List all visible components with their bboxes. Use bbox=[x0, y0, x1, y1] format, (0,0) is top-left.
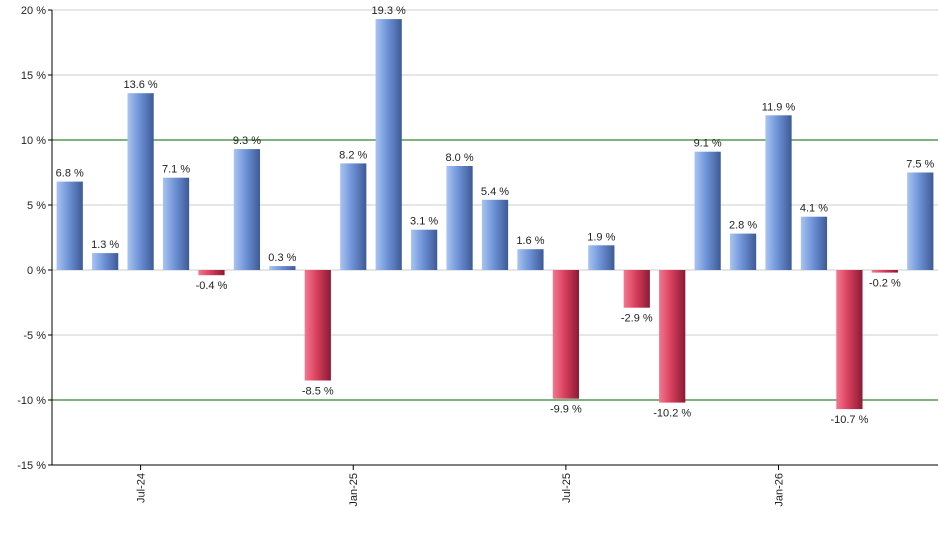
bar-value-label: 6.8 % bbox=[56, 168, 84, 180]
bar-value-label: 11.9 % bbox=[762, 101, 796, 113]
bar bbox=[694, 151, 721, 270]
bar-value-label: 1.3 % bbox=[91, 239, 119, 251]
bar-value-label: 3.1 % bbox=[410, 216, 438, 228]
x-tick-label: Jan-25 bbox=[348, 473, 360, 507]
bar bbox=[127, 93, 154, 270]
x-tick-label: Jul-24 bbox=[136, 473, 148, 503]
y-tick-label: 10 % bbox=[21, 135, 46, 147]
bar bbox=[588, 245, 615, 270]
bar bbox=[765, 115, 792, 270]
bar bbox=[375, 19, 402, 270]
bar bbox=[871, 270, 898, 273]
bar-value-label: 13.6 % bbox=[123, 79, 157, 91]
bar bbox=[729, 233, 757, 270]
bar-value-label: -10.7 % bbox=[830, 414, 868, 426]
bar-value-label: 0.3 % bbox=[268, 252, 296, 264]
bar bbox=[517, 249, 544, 270]
bar bbox=[198, 270, 225, 276]
bar-value-label: -2.9 % bbox=[621, 313, 653, 325]
bar bbox=[162, 177, 190, 270]
bar bbox=[552, 270, 579, 399]
bar-value-label: -0.4 % bbox=[196, 280, 228, 292]
bars-layer bbox=[56, 19, 934, 410]
bar bbox=[446, 166, 473, 270]
bar-value-label: 9.3 % bbox=[233, 135, 261, 147]
bar-value-label: 5.4 % bbox=[481, 186, 509, 198]
bar-value-label: 19.3 % bbox=[372, 5, 406, 17]
bar-value-label: -0.2 % bbox=[869, 278, 901, 290]
bar-value-label: 8.0 % bbox=[445, 152, 473, 164]
bar-value-label: -8.5 % bbox=[302, 386, 334, 398]
bar-value-label: 4.1 % bbox=[800, 203, 828, 215]
bar bbox=[56, 181, 83, 270]
y-tick-label: 20 % bbox=[21, 5, 46, 17]
bar bbox=[836, 270, 863, 410]
bar bbox=[907, 172, 934, 270]
bar bbox=[92, 253, 119, 270]
labels-layer: -15 % -10 % -5 % 0 % 5 % 10 % 15 % 20 % 6.8 % 1.3… bbox=[17, 5, 934, 507]
bar bbox=[800, 216, 828, 270]
bar-value-label: 9.1 % bbox=[694, 138, 722, 150]
axis-layer bbox=[48, 9, 938, 470]
bar bbox=[233, 149, 261, 270]
bar bbox=[481, 199, 509, 270]
bar-value-label: -10.2 % bbox=[653, 408, 691, 420]
y-tick-label: 15 % bbox=[21, 70, 46, 82]
x-tick-label: Jan-26 bbox=[774, 473, 786, 507]
bar bbox=[269, 266, 296, 270]
bar-value-label: 7.1 % bbox=[162, 164, 190, 176]
y-tick-label: 5 % bbox=[27, 200, 46, 212]
bar bbox=[304, 270, 331, 381]
bar-value-label: 7.5 % bbox=[906, 159, 934, 171]
x-tick-label: Jul-25 bbox=[561, 473, 573, 503]
y-tick-label: -15 % bbox=[17, 460, 46, 472]
bar-value-label: 2.8 % bbox=[729, 220, 757, 232]
bar-value-label: 1.9 % bbox=[587, 231, 615, 243]
bar bbox=[411, 229, 438, 270]
bar-value-label: 8.2 % bbox=[339, 149, 367, 161]
bar-value-label: 1.6 % bbox=[516, 235, 544, 247]
bar bbox=[623, 270, 650, 308]
bar-value-label: -9.9 % bbox=[550, 404, 582, 416]
y-tick-label: -5 % bbox=[23, 330, 46, 342]
y-tick-label: 0 % bbox=[27, 265, 46, 277]
y-tick-label: -10 % bbox=[17, 395, 46, 407]
bar bbox=[340, 163, 367, 270]
bar bbox=[659, 270, 686, 403]
